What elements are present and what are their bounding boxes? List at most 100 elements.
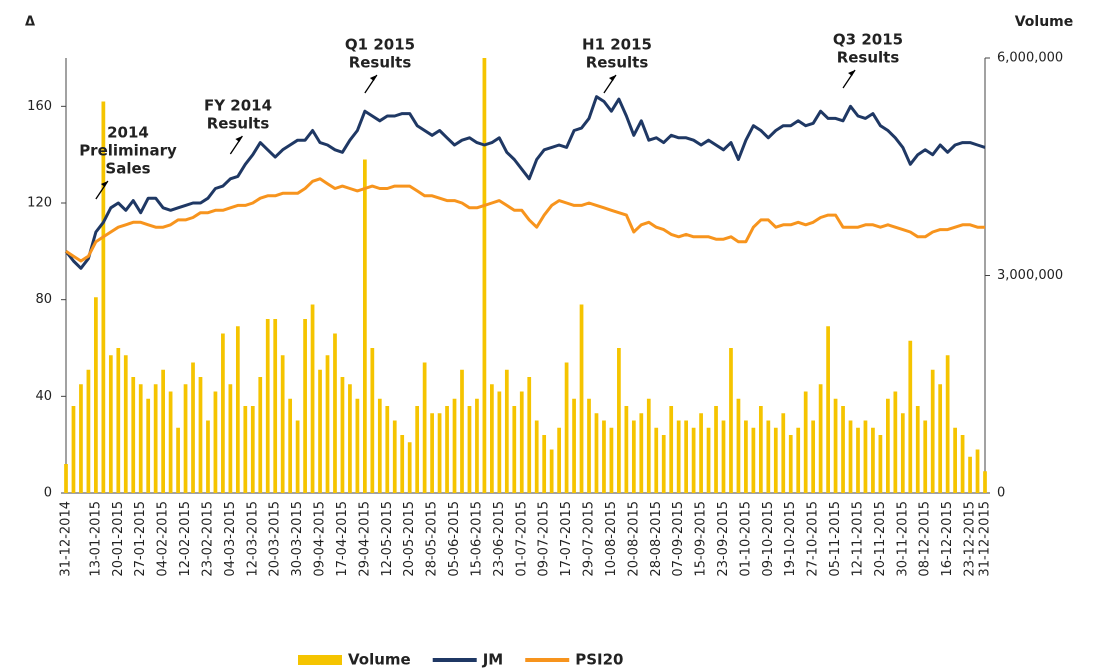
series-line [64, 95, 986, 270]
volume-bar [676, 420, 681, 493]
volume-bar [101, 101, 106, 493]
volume-bar [295, 420, 300, 493]
volume-bar [108, 355, 113, 493]
volume-bar [445, 406, 449, 493]
legend-label: Volume [348, 651, 411, 669]
volume-bar [841, 406, 845, 493]
volume-bar [340, 377, 345, 493]
volume-bar [975, 449, 980, 493]
volume-bar [138, 384, 143, 493]
volume-bar [788, 435, 793, 493]
volume-bar [960, 435, 965, 493]
volume-bar [273, 319, 278, 493]
volume-bar [497, 391, 502, 493]
annotation-arrowhead [235, 136, 243, 142]
x-tick-label: 12-11-2015 [850, 501, 865, 577]
annotation-arrowhead [369, 75, 377, 81]
x-tick-label: 20-01-2015 [111, 501, 126, 577]
volume-bar [863, 420, 868, 493]
volume-bar [318, 369, 322, 493]
x-tick-label: 23-02-2015 [200, 501, 215, 577]
volume-bar [542, 435, 547, 493]
annotation-text: Sales [105, 160, 150, 178]
y2-axis-label: Volume [1015, 14, 1074, 30]
x-tick-label: 23-09-2015 [716, 501, 731, 577]
y-tick-label: 0 [44, 486, 52, 501]
volume-bar [527, 377, 532, 493]
volume-bar [773, 427, 778, 493]
volume-bar [348, 384, 352, 493]
x-tick-label: 09-04-2015 [313, 501, 328, 577]
volume-bar [407, 442, 412, 493]
volume-bar [856, 427, 860, 493]
volume-bar [504, 369, 509, 493]
volume-bar [893, 391, 898, 493]
volume-bar [64, 464, 68, 493]
volume-bar [153, 384, 158, 493]
volume-bar [579, 304, 584, 493]
volume-bar [699, 413, 703, 493]
volume-bar [624, 406, 629, 493]
volume-bar [437, 413, 442, 493]
annotation-text: Preliminary [79, 142, 177, 160]
volume-bar [482, 58, 487, 493]
volume-bar [706, 427, 711, 493]
y2-tick-label: 0 [997, 486, 1005, 501]
volume-bar [639, 413, 644, 493]
volume-bar [968, 456, 972, 493]
x-tick-label: 04-02-2015 [156, 501, 171, 577]
y2-tick-label: 3,000,000 [997, 268, 1063, 283]
volume-bar [221, 333, 225, 493]
x-tick-label: 16-12-2015 [940, 501, 955, 577]
y-tick-label: 160 [27, 99, 52, 114]
volume-bar [191, 362, 195, 493]
volume-bar [572, 398, 576, 493]
volume-bar [983, 471, 987, 493]
volume-bar [744, 420, 748, 493]
volume-bar [818, 384, 823, 493]
volume-bar [519, 391, 524, 493]
legend-label: JM [482, 651, 504, 669]
x-tick-label: 23-12-2015 [963, 501, 978, 577]
volume-bar [557, 427, 561, 493]
x-tick-label: 27-01-2015 [133, 501, 148, 577]
x-tick-label: 04-03-2015 [223, 501, 238, 577]
volume-bar [766, 420, 771, 493]
volume-bar [415, 406, 420, 493]
volume-bar [168, 391, 173, 493]
volume-bar [871, 427, 875, 493]
annotation-text: Results [349, 54, 412, 72]
volume-bar [86, 369, 91, 493]
volume-bar [714, 406, 718, 493]
volume-bar [280, 355, 285, 493]
volume-bar [310, 304, 315, 493]
volume-bar [587, 398, 591, 493]
x-tick-label: 17-04-2015 [335, 501, 350, 577]
volume-bar [355, 398, 360, 493]
annotation-text: Results [837, 49, 900, 67]
volume-bar [258, 377, 263, 493]
volume-bar [661, 435, 666, 493]
volume-bar [325, 355, 330, 493]
annotation-arrowhead [608, 75, 616, 81]
y2-tick-label: 6,000,000 [997, 51, 1063, 66]
volume-bar [646, 398, 651, 493]
annotation-text: FY 2014 [204, 97, 272, 115]
volume-bar [512, 406, 517, 493]
volume-bar [183, 384, 188, 493]
annotation-arrowhead [848, 70, 856, 76]
volume-bar [467, 406, 472, 493]
volume-bar [303, 319, 307, 493]
volume-bar [490, 384, 494, 493]
volume-bar [370, 348, 375, 493]
x-tick-label: 07-09-2015 [671, 501, 686, 577]
annotation-text: 2014 [107, 124, 149, 142]
volume-bar [131, 377, 136, 493]
annotation-arrowhead [100, 181, 108, 187]
volume-bar [729, 348, 733, 493]
x-tick-label: 28-05-2015 [425, 501, 440, 577]
x-tick-label: 12-03-2015 [245, 501, 260, 577]
volume-bar [549, 449, 554, 493]
x-tick-label: 31-12-2014 [59, 501, 74, 577]
y-tick-label: 40 [35, 389, 52, 404]
